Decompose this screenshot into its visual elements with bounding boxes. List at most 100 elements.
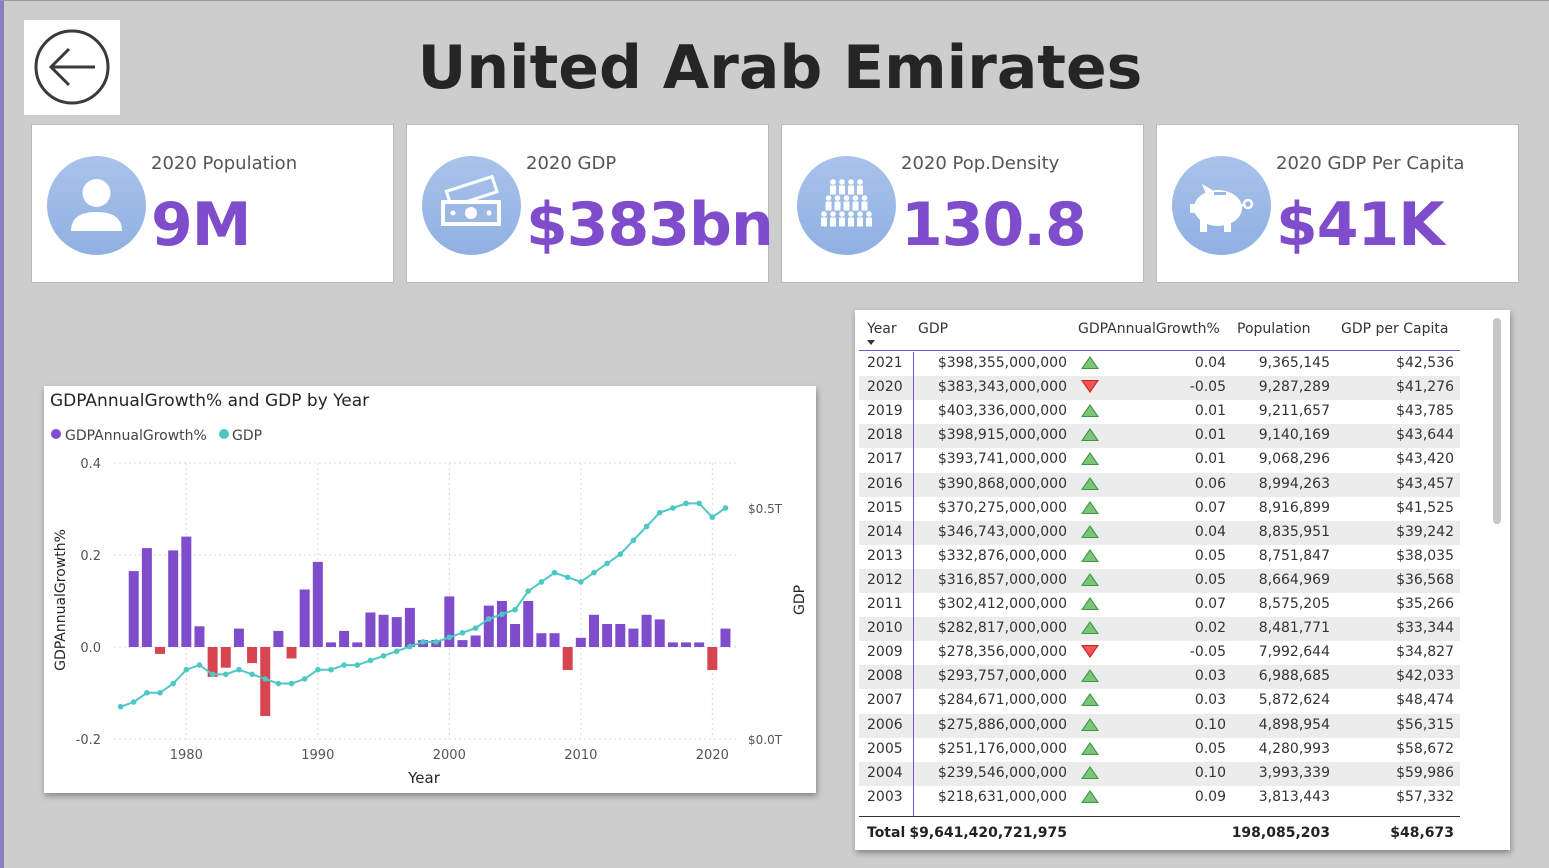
gdp-point[interactable]	[183, 666, 190, 673]
growth-bar[interactable]	[628, 628, 639, 647]
gdp-point[interactable]	[393, 648, 400, 655]
growth-bar[interactable]	[496, 601, 507, 647]
gdp-point[interactable]	[564, 574, 571, 581]
gdp-point[interactable]	[196, 662, 203, 668]
gdp-point[interactable]	[525, 588, 532, 594]
growth-bar[interactable]	[536, 633, 547, 647]
gdp-point[interactable]	[499, 611, 505, 618]
table-row[interactable]: 2004 $239,546,000,000 0.10 3,993,339 $59,986	[859, 761, 1460, 786]
table-row[interactable]: 2008 $293,757,000,000 0.03 6,988,685 $42,033	[859, 665, 1460, 690]
gdp-point[interactable]	[472, 625, 479, 631]
gdp-point[interactable]	[630, 537, 637, 544]
header-population[interactable]: Population	[1237, 321, 1311, 337]
growth-bar[interactable]	[641, 614, 652, 647]
table-row[interactable]: 2020 $383,343,000,000 -0.05 9,287,289 $41,27…	[859, 376, 1460, 401]
gdp-point[interactable]	[446, 634, 453, 641]
gdp-point[interactable]	[578, 579, 584, 585]
gdp-point[interactable]	[551, 569, 558, 576]
legend-label-gdp[interactable]: GDP	[232, 428, 262, 444]
sort-descending-icon[interactable]	[867, 340, 875, 345]
table-row[interactable]: 2007 $284,671,000,000 0.03 5,872,624 $48,474	[859, 689, 1460, 713]
gdp-point[interactable]	[643, 523, 650, 530]
growth-bar[interactable]	[312, 561, 323, 647]
header-year[interactable]: Year	[867, 321, 897, 337]
table-row[interactable]: 2011 $302,412,000,000 0.07 8,575,205 $35,266	[859, 593, 1460, 617]
growth-bar[interactable]	[720, 628, 731, 647]
growth-bar[interactable]	[365, 612, 376, 648]
growth-bar[interactable]	[523, 601, 534, 647]
gdp-point[interactable]	[696, 500, 702, 507]
gdp-point[interactable]	[538, 579, 545, 585]
gdp-point[interactable]	[157, 690, 163, 696]
table-row[interactable]: 2006 $275,886,000,000 0.10 4,898,954 $56,315	[859, 713, 1460, 738]
table-row[interactable]: 2016 $390,868,000,000 0.06 8,994,263 $43,457	[859, 472, 1460, 497]
table-row[interactable]: 2012 $316,857,000,000 0.05 8,664,969 $36,568	[859, 568, 1460, 593]
header-growth[interactable]: GDPAnnualGrowth%	[1078, 321, 1220, 337]
back-button[interactable]	[24, 20, 120, 115]
gdp-point[interactable]	[604, 560, 610, 567]
growth-bar[interactable]	[207, 647, 218, 677]
growth-bar[interactable]	[378, 614, 389, 647]
gdp-point[interactable]	[288, 680, 295, 687]
growth-bar[interactable]	[155, 647, 166, 654]
gdp-point[interactable]	[656, 509, 663, 516]
gdp-point[interactable]	[315, 666, 321, 673]
growth-bar[interactable]	[575, 637, 586, 647]
growth-bar[interactable]	[273, 630, 284, 647]
growth-bar[interactable]	[602, 624, 613, 647]
growth-bar[interactable]	[181, 536, 192, 647]
growth-bar[interactable]	[562, 647, 573, 670]
growth-bar[interactable]	[128, 571, 139, 647]
growth-bar[interactable]	[220, 647, 231, 668]
table-row[interactable]: 2018 $398,915,000,000 0.01 9,140,169 $43,644	[859, 424, 1460, 449]
gdp-point[interactable]	[683, 500, 689, 507]
header-gdp[interactable]: GDP	[918, 321, 949, 337]
table-row[interactable]: 2003 $218,631,000,000 0.09 3,813,443 $57,332	[859, 786, 1460, 810]
growth-bar[interactable]	[470, 635, 481, 648]
gdp-point[interactable]	[222, 671, 229, 678]
growth-bar[interactable]	[141, 548, 152, 647]
growth-bar[interactable]	[667, 642, 678, 647]
gdp-point[interactable]	[354, 662, 361, 668]
growth-bar[interactable]	[510, 624, 521, 647]
growth-bar[interactable]	[339, 630, 350, 647]
growth-bar[interactable]	[549, 633, 560, 647]
table-row[interactable]: 2005 $251,176,000,000 0.05 4,280,993 $58,672	[859, 738, 1460, 762]
gdp-point[interactable]	[130, 699, 137, 705]
gdp-point[interactable]	[459, 629, 466, 636]
gdp-point[interactable]	[709, 514, 716, 521]
table-row[interactable]: 2017 $393,741,000,000 0.01 9,068,296 $43,420	[859, 448, 1460, 472]
growth-bar[interactable]	[654, 619, 665, 647]
gdp-point[interactable]	[144, 690, 150, 696]
table-row[interactable]: 2014 $346,743,000,000 0.04 8,835,951 $39,242	[859, 520, 1460, 545]
growth-bar[interactable]	[391, 617, 402, 647]
table-row[interactable]: 2013 $332,876,000,000 0.05 8,751,847 $38,035	[859, 545, 1460, 569]
table-row[interactable]: 2015 $370,275,000,000 0.07 8,916,899 $41,525	[859, 497, 1460, 521]
gdp-point[interactable]	[249, 671, 255, 678]
gdp-table[interactable]: Year GDP GDPAnnualGrowth% Population GDP…	[855, 310, 1510, 850]
gdp-point[interactable]	[407, 643, 413, 650]
growth-bar[interactable]	[707, 647, 718, 670]
gdp-point[interactable]	[328, 666, 334, 673]
growth-bar[interactable]	[194, 626, 205, 647]
growth-bar[interactable]	[299, 589, 310, 648]
growth-bar[interactable]	[483, 605, 494, 647]
growth-bar[interactable]	[694, 642, 705, 647]
table-row[interactable]: 2019 $403,336,000,000 0.01 9,211,657 $43,785	[859, 400, 1460, 424]
growth-bar[interactable]	[286, 647, 297, 659]
legend-label-growth[interactable]: GDPAnnualGrowth%	[65, 428, 207, 444]
table-row[interactable]: 2010 $282,817,000,000 0.02 8,481,771 $33,344	[859, 617, 1460, 642]
growth-bar[interactable]	[247, 647, 258, 664]
gdp-point[interactable]	[420, 639, 426, 645]
gdp-point[interactable]	[301, 676, 308, 682]
gdp-point[interactable]	[722, 505, 729, 511]
growth-bar[interactable]	[352, 642, 363, 647]
table-row[interactable]: 2009 $278,356,000,000 -0.05 7,992,644 $34,82…	[859, 641, 1460, 665]
gdp-point[interactable]	[512, 606, 518, 613]
growth-bar[interactable]	[404, 607, 415, 647]
growth-bar[interactable]	[681, 642, 692, 647]
gdp-point[interactable]	[262, 676, 269, 682]
table-row[interactable]: 2021 $398,355,000,000 0.04 9,365,145 $42,536	[859, 352, 1460, 376]
growth-bar[interactable]	[325, 642, 336, 647]
growth-bar[interactable]	[588, 614, 599, 647]
